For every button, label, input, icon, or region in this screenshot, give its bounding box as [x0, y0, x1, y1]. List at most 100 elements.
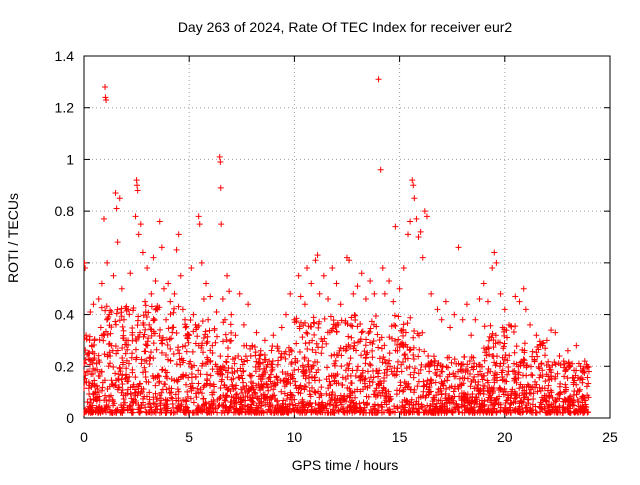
data-point	[103, 96, 110, 103]
data-point	[189, 348, 196, 355]
data-point	[371, 401, 378, 408]
data-point	[91, 381, 98, 388]
data-point	[297, 293, 304, 300]
data-point	[103, 316, 110, 323]
data-point	[464, 399, 471, 406]
data-point	[480, 382, 487, 389]
data-point	[156, 409, 163, 416]
data-point	[199, 362, 206, 369]
data-point	[167, 357, 174, 364]
data-point	[379, 359, 386, 366]
data-point	[311, 374, 318, 381]
data-point	[210, 400, 217, 407]
data-point	[332, 357, 339, 364]
data-point	[166, 336, 173, 343]
data-point	[373, 385, 380, 392]
data-point	[360, 407, 367, 414]
data-point	[481, 357, 488, 364]
data-point	[347, 343, 354, 350]
data-point	[362, 360, 369, 367]
data-point	[366, 378, 373, 385]
data-point	[391, 403, 398, 410]
data-point	[404, 383, 411, 390]
data-point	[355, 339, 362, 346]
data-point	[527, 321, 534, 328]
data-point	[100, 215, 107, 222]
data-point	[494, 395, 501, 402]
data-point	[98, 405, 105, 412]
data-point	[136, 381, 143, 388]
data-point	[306, 379, 313, 386]
data-point	[84, 351, 91, 358]
data-point	[585, 394, 592, 401]
data-point	[90, 301, 97, 308]
data-point	[324, 400, 331, 407]
data-point	[401, 409, 408, 416]
data-point	[173, 361, 180, 368]
data-point	[313, 340, 320, 347]
data-point	[95, 409, 102, 416]
data-point	[147, 325, 154, 332]
data-point	[428, 358, 435, 365]
data-point	[462, 407, 469, 414]
data-point	[285, 344, 292, 351]
data-point	[398, 327, 405, 334]
data-point	[472, 398, 479, 405]
data-point	[248, 379, 255, 386]
data-point	[92, 367, 99, 374]
data-point	[375, 373, 382, 380]
data-point	[359, 369, 366, 376]
data-point	[268, 347, 275, 354]
data-point	[402, 351, 409, 358]
data-point	[439, 363, 446, 370]
data-point	[461, 353, 468, 360]
data-point	[142, 308, 149, 315]
data-point	[285, 376, 292, 383]
data-point	[269, 380, 276, 387]
data-point	[153, 346, 160, 353]
data-point	[277, 377, 284, 384]
data-point	[146, 361, 153, 368]
data-point	[223, 392, 230, 399]
data-point	[229, 356, 236, 363]
data-point	[175, 388, 182, 395]
data-point	[164, 356, 171, 363]
data-point	[515, 363, 522, 370]
data-point	[315, 388, 322, 395]
data-point	[146, 396, 153, 403]
data-point	[338, 363, 345, 370]
data-point	[87, 308, 94, 315]
data-point	[503, 397, 510, 404]
data-point	[464, 361, 471, 368]
data-point	[466, 358, 473, 365]
data-point	[183, 323, 190, 330]
data-point	[184, 393, 191, 400]
data-point	[450, 370, 457, 377]
data-point	[372, 313, 379, 320]
data-point	[198, 390, 205, 397]
data-point	[314, 252, 321, 259]
data-point	[84, 372, 89, 379]
data-point	[518, 400, 525, 407]
data-point	[449, 409, 456, 416]
data-point	[200, 349, 207, 356]
data-point	[435, 386, 442, 393]
data-point	[488, 399, 495, 406]
data-point	[367, 374, 374, 381]
data-point	[217, 364, 224, 371]
data-point	[146, 321, 153, 328]
data-point	[360, 399, 367, 406]
data-point	[503, 378, 510, 385]
data-point	[114, 386, 121, 393]
data-point	[216, 153, 223, 160]
data-point	[352, 394, 359, 401]
data-point	[274, 343, 281, 350]
data-point	[113, 310, 120, 317]
data-point	[126, 373, 133, 380]
data-point	[114, 347, 121, 354]
data-point	[144, 265, 151, 272]
data-point	[291, 319, 298, 326]
data-point	[583, 403, 590, 410]
data-point	[477, 368, 484, 375]
data-point	[204, 333, 211, 340]
